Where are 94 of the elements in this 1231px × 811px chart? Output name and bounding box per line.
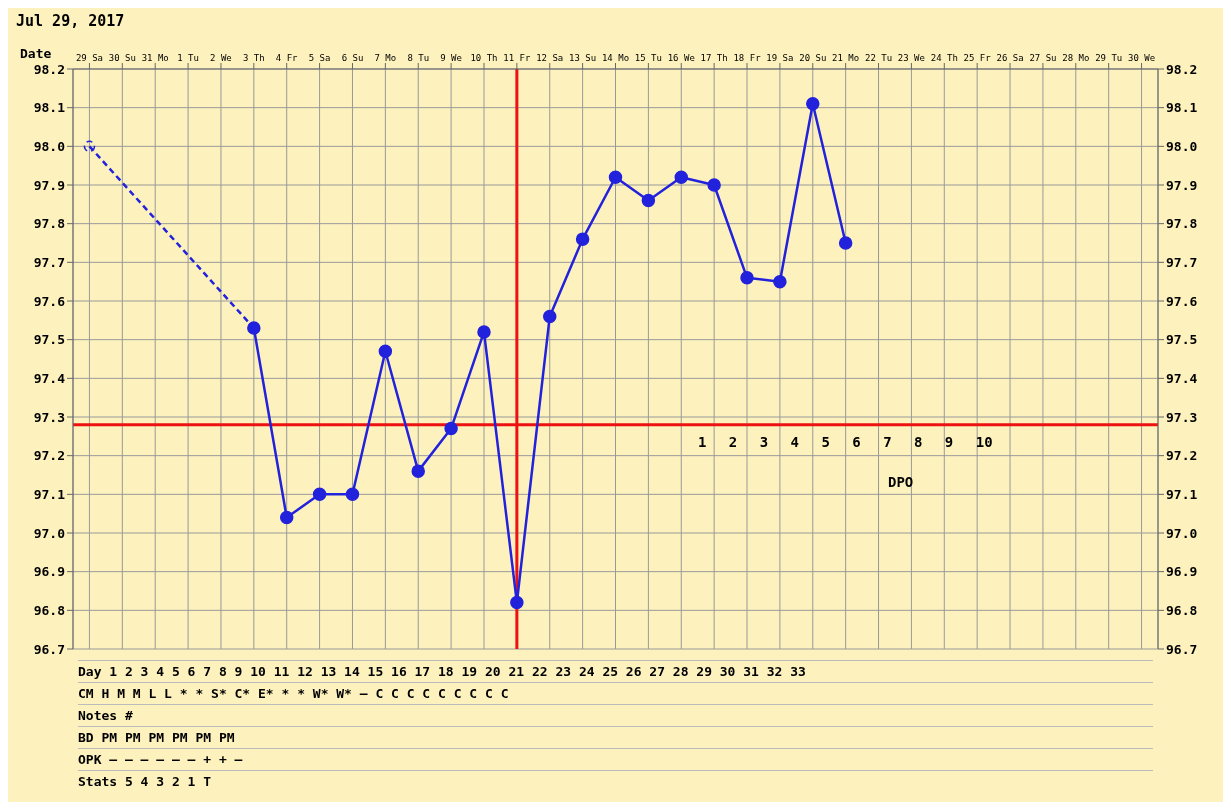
x-tick-label: 28 Mo	[1062, 53, 1090, 63]
chart-title: Jul 29, 2017	[15, 11, 126, 32]
x-tick-label: 14 Mo	[601, 53, 630, 63]
y2-tick-label: 98.0	[1166, 138, 1198, 154]
x-tick-label: 15 Tu	[634, 53, 662, 63]
y2-tick-label: 96.7	[1166, 641, 1198, 657]
x-tick-label: 26 Sa	[996, 53, 1024, 63]
point	[279, 510, 294, 525]
x-axis-title: Date	[20, 46, 52, 61]
x-tick-label: 4 Fr	[275, 53, 299, 63]
x-tick-label: 17 Th	[700, 53, 728, 63]
x-tick-label: 27 Su	[1029, 53, 1057, 63]
point	[806, 97, 820, 111]
text: CM H M M L L * * S* C* E* * * W* W* – C C C C C C C C C	[78, 682, 1153, 704]
x-tick-label: 21 Mo	[832, 53, 860, 63]
x-tick-label: 7 Mo	[374, 53, 397, 63]
y-tick-label: 96.7	[33, 641, 65, 657]
x-tick-label: 29 Sa	[75, 53, 103, 63]
x-tick-label: 24 Th	[930, 53, 958, 63]
y2-tick-label: 97.7	[1166, 254, 1198, 270]
y2-tick-label: 98.1	[1166, 100, 1198, 116]
y2-tick-label: 97.6	[1166, 293, 1198, 309]
text: BD PM PM PM PM PM PM	[78, 726, 1153, 748]
y-tick-label: 97.6	[33, 293, 66, 309]
y-tick-label: 96.8	[33, 602, 66, 618]
y-tick-label: 97.0	[33, 525, 66, 541]
x-tick-label: 30 We	[1128, 53, 1156, 63]
y2-tick-label: 97.5	[1166, 332, 1198, 348]
y2-tick-label: 97.4	[1166, 370, 1198, 386]
point	[411, 464, 425, 478]
text: Notes #	[78, 704, 1153, 726]
y-tick-label: 97.3	[33, 409, 65, 425]
x-tick-label: 9 We	[440, 53, 462, 63]
x-tick-label: 25 Fr	[963, 53, 992, 63]
y-tick-label: 97.8	[33, 216, 66, 232]
x-tick-label: 19 Sa	[766, 53, 794, 63]
text: Stats 5 4 3 2 1 T	[78, 770, 1153, 792]
annotation: DPO	[888, 474, 914, 490]
y-tick-label: 97.9	[33, 177, 65, 193]
y2-tick-label: 97.9	[1166, 177, 1198, 193]
point	[312, 487, 327, 502]
point	[83, 140, 96, 153]
x-tick-label: 2 We	[210, 53, 232, 63]
y-tick-label: 96.9	[33, 564, 65, 580]
x-tick-label: 23 We	[897, 53, 925, 63]
x-tick-label: 3 Th	[242, 53, 265, 63]
y-tick-label: 98.1	[33, 100, 66, 116]
y2-tick-label: 96.8	[1166, 602, 1198, 618]
point	[608, 170, 623, 185]
point	[740, 271, 754, 285]
x-tick-label: 20 Su	[799, 53, 827, 63]
x-tick-label: 5 Sa	[308, 53, 331, 63]
x-tick-label: 29 Tu	[1095, 53, 1123, 63]
text: OPK – – – – – – + + –	[78, 748, 1153, 770]
point	[707, 178, 721, 192]
y-tick-label: 98.0	[33, 138, 66, 154]
point	[773, 274, 787, 289]
annotation: 1 2 3 4 5 6 7 8 9 10	[698, 434, 993, 450]
y2-tick-label: 97.0	[1166, 525, 1198, 541]
y-tick-label: 97.1	[33, 486, 66, 502]
point	[575, 232, 590, 246]
y-tick-label: 98.2	[33, 61, 65, 77]
x-tick-label: 16 We	[667, 53, 695, 63]
y-tick-label: 97.2	[33, 448, 65, 464]
x-tick-label: 1 Tu	[177, 53, 199, 63]
y2-tick-label: 97.8	[1166, 216, 1198, 232]
point	[641, 193, 656, 208]
x-tick-label: 6 Su	[341, 53, 364, 63]
point	[444, 421, 458, 436]
point	[378, 344, 393, 359]
x-tick-label: 11 Fr	[503, 53, 531, 63]
point	[477, 325, 491, 339]
x-tick-label: 12 Sa	[536, 53, 564, 63]
y2-tick-label: 97.3	[1166, 409, 1198, 425]
x-tick-label: 13 Su	[569, 53, 597, 63]
y2-tick-label: 98.2	[1166, 61, 1198, 77]
y2-tick-label: 97.2	[1166, 448, 1198, 464]
point	[542, 309, 557, 324]
x-tick-label: 22 Tu	[864, 53, 893, 63]
y-tick-label: 97.5	[33, 332, 65, 348]
x-tick-label: 10 Th	[470, 53, 498, 63]
y2-tick-label: 97.1	[1166, 486, 1198, 502]
point	[838, 236, 853, 250]
x-tick-label: 31 Mo	[141, 53, 169, 63]
x-tick-label: 30 Su	[108, 53, 136, 63]
x-tick-label: 18 Fr	[733, 53, 762, 63]
point	[510, 595, 524, 610]
x-tick-label: 8 Tu	[407, 53, 430, 63]
point	[674, 170, 689, 185]
text: Day 1 2 3 4 5 6 7 8 9 10 11 12 13 14 15 16 17 18 19 20 21 22 23 24 25 26 27 28 29 30 31 32 33	[78, 660, 1153, 682]
y2-tick-label: 96.9	[1166, 564, 1198, 580]
point	[345, 487, 360, 502]
y-tick-label: 97.4	[33, 370, 66, 386]
y-tick-label: 97.7	[33, 254, 65, 270]
